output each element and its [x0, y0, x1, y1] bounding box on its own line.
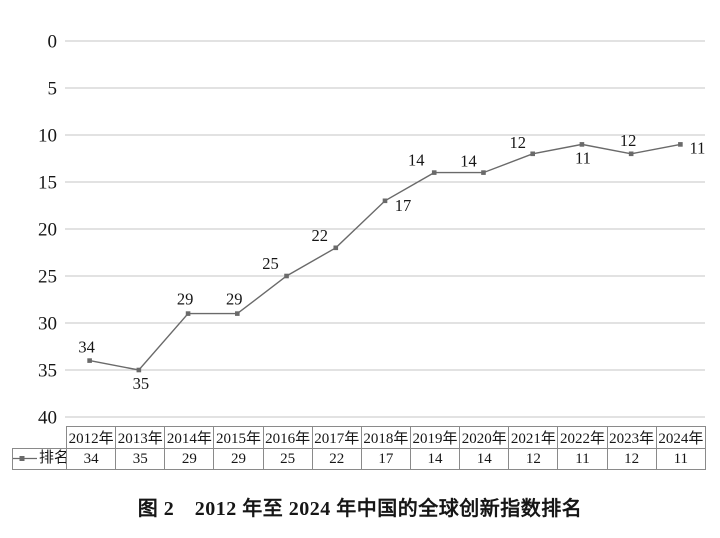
- data-point-label: 17: [395, 196, 412, 215]
- y-axis-tick-label: 25: [38, 267, 57, 288]
- y-axis-tick-label: 5: [48, 79, 58, 100]
- rank-value-cell: 34: [65, 448, 117, 470]
- y-axis-tick-label: 30: [38, 314, 57, 335]
- y-axis-tick-label: 0: [48, 32, 58, 53]
- year-header-cell: 2020年: [459, 426, 510, 449]
- table-corner-cell: [13, 427, 67, 449]
- rank-value-cell: 12: [508, 448, 559, 470]
- innovation-ranking-line-chart: 0 5 10 15 20 25 30 35 40 34 35 29 29 25 22 17 14 14 12 11 12…: [38, 32, 705, 429]
- year-header-cell: 2014年: [164, 426, 215, 449]
- data-point-label: 12: [620, 131, 637, 150]
- data-point-label: 29: [226, 290, 243, 309]
- year-header-cell: 2012年: [65, 426, 117, 449]
- data-point-label: 12: [509, 133, 526, 152]
- year-header-cell: 2016年: [262, 426, 313, 449]
- y-axis-tick-label: 15: [38, 173, 57, 194]
- legend-label: 排名: [39, 449, 67, 466]
- data-point-marker: [481, 170, 486, 175]
- figure-caption: 图 2 2012 年至 2024 年中国的全球创新指数排名: [137, 498, 583, 520]
- data-table: 2012年 2013年 2014年 2015年 2016年 2017年 2018年 2019年…: [12, 426, 707, 470]
- data-point-label: 14: [460, 152, 477, 171]
- year-header-cell: 2021年: [508, 426, 559, 449]
- data-point-marker: [431, 170, 437, 175]
- data-point-label: 22: [312, 226, 329, 245]
- data-point-marker: [235, 311, 240, 316]
- rank-value-cell: 22: [311, 448, 362, 470]
- line-with-square-marker-icon: [13, 455, 37, 461]
- rank-value-cell: 17: [360, 448, 411, 470]
- year-header-cell: 2015年: [213, 426, 264, 449]
- y-axis-tick-label: 40: [38, 408, 57, 429]
- y-axis-tick-label: 35: [38, 361, 57, 382]
- table-year-row: 2012年 2013年 2014年 2015年 2016年 2017年 2018年 2019年…: [13, 426, 707, 449]
- data-point-label: 25: [262, 254, 279, 273]
- y-axis-tick-label: 10: [38, 126, 57, 147]
- table-value-row: 排名 34 35 29 29 25 22 17 14 14 12 11 12 11: [12, 448, 707, 470]
- data-point-marker: [136, 367, 142, 373]
- data-point-marker: [678, 142, 683, 147]
- year-header-cell: 2024年: [655, 426, 707, 449]
- ranking-line: [89, 143, 681, 371]
- year-header-cell: 2019年: [409, 426, 461, 449]
- legend-cell: 排名: [12, 448, 67, 470]
- year-header-cell: 2017年: [311, 426, 362, 449]
- rank-value-cell: 25: [262, 448, 313, 470]
- rank-value-cell: 14: [459, 448, 510, 470]
- data-point-marker: [579, 142, 585, 147]
- data-point-label: 35: [133, 374, 150, 393]
- data-point-label: 14: [408, 151, 425, 170]
- data-point-label: 11: [689, 138, 705, 157]
- rank-value-cell: 29: [164, 448, 215, 470]
- data-point-marker: [628, 151, 634, 157]
- year-header-cell: 2013年: [115, 426, 166, 449]
- data-point-label: 11: [575, 148, 591, 167]
- rank-value-cell: 11: [557, 448, 608, 470]
- data-point-label: 34: [78, 338, 95, 357]
- rank-value-cell: 14: [409, 448, 461, 470]
- y-axis-tick-label: 20: [38, 220, 57, 241]
- data-point-marker: [185, 311, 191, 316]
- data-point-marker: [87, 358, 92, 363]
- rank-value-cell: 29: [213, 448, 264, 470]
- rank-value-cell: 11: [655, 448, 707, 470]
- data-point-marker: [530, 151, 535, 157]
- year-header-cell: 2023年: [606, 426, 657, 449]
- year-header-cell: 2022年: [557, 426, 608, 449]
- rank-value-cell: 35: [115, 448, 166, 470]
- year-header-cell: 2018年: [360, 426, 411, 449]
- data-point-label: 29: [177, 290, 194, 309]
- data-point-marker: [284, 273, 289, 279]
- data-point-marker: [382, 198, 388, 204]
- rank-value-cell: 12: [606, 448, 657, 470]
- data-point-marker: [333, 245, 339, 251]
